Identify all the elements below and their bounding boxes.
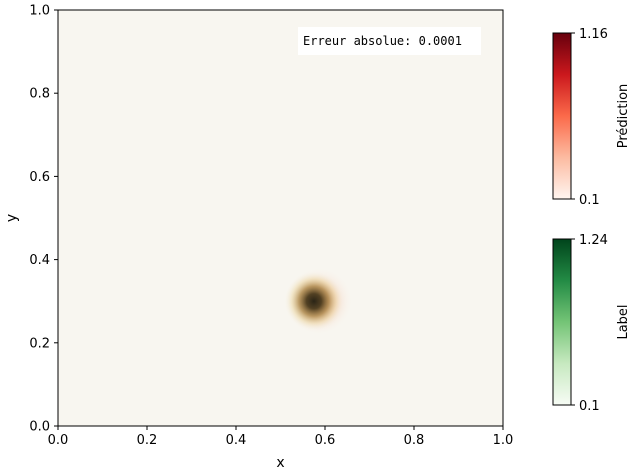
- y-tick-label: 1.0: [29, 4, 50, 19]
- y-tick-label: 0.6: [29, 170, 50, 185]
- colorbar-prediction-min-label: 0.1: [579, 193, 600, 208]
- y-tick-label: 0.4: [29, 253, 50, 268]
- y-axis-ticks: 0.0 0.2 0.4 0.6 0.8 1.0: [29, 4, 58, 435]
- plot-frame: [57, 9, 504, 427]
- label-blob: [283, 271, 344, 332]
- y-axis-label: y: [4, 214, 20, 222]
- colorbar-label-max-label: 1.24: [579, 233, 608, 248]
- annotation-box: [298, 27, 481, 55]
- main-plot: 0.0 0.2 0.4 0.6 0.8 1.0 0.00.20.40.60.81.0 x …: [4, 4, 513, 472]
- x-tick-label: 0.6: [315, 433, 336, 448]
- x-tick-label: 0.0: [48, 433, 69, 448]
- heatmap-background: [58, 10, 503, 426]
- y-tick-label: 0.2: [29, 336, 50, 351]
- colorbar-prediction-title: Prédiction: [616, 84, 631, 149]
- colorbar-label: 1.24 0.1 Label: [552, 233, 631, 414]
- colorbar-label-fill: [552, 238, 572, 406]
- x-tick-label: 0.8: [404, 433, 425, 448]
- error-annotation: Erreur absolue: 0.0001: [298, 27, 481, 55]
- x-tick-label: 0.4: [226, 433, 247, 448]
- y-tick-label: 0.0: [29, 420, 50, 435]
- colorbar-label-title: Label: [616, 304, 631, 339]
- y-tick-label: 0.8: [29, 87, 50, 102]
- colorbar-prediction-fill: [552, 32, 572, 200]
- x-axis-label: x: [276, 455, 284, 471]
- colorbar-prediction-max-label: 1.16: [579, 27, 608, 42]
- x-axis-ticks: 0.0 0.2 0.4 0.6 0.8 1.0: [48, 426, 514, 448]
- colorbar-prediction: 1.16 0.1 Prédiction: [552, 27, 631, 208]
- colorbar-label-min-label: 0.1: [579, 399, 600, 414]
- x-tick-label: 0.2: [137, 433, 158, 448]
- annotation-text: Erreur absolue: 0.0001: [303, 34, 462, 48]
- x-tick-label: 1.0: [493, 433, 514, 448]
